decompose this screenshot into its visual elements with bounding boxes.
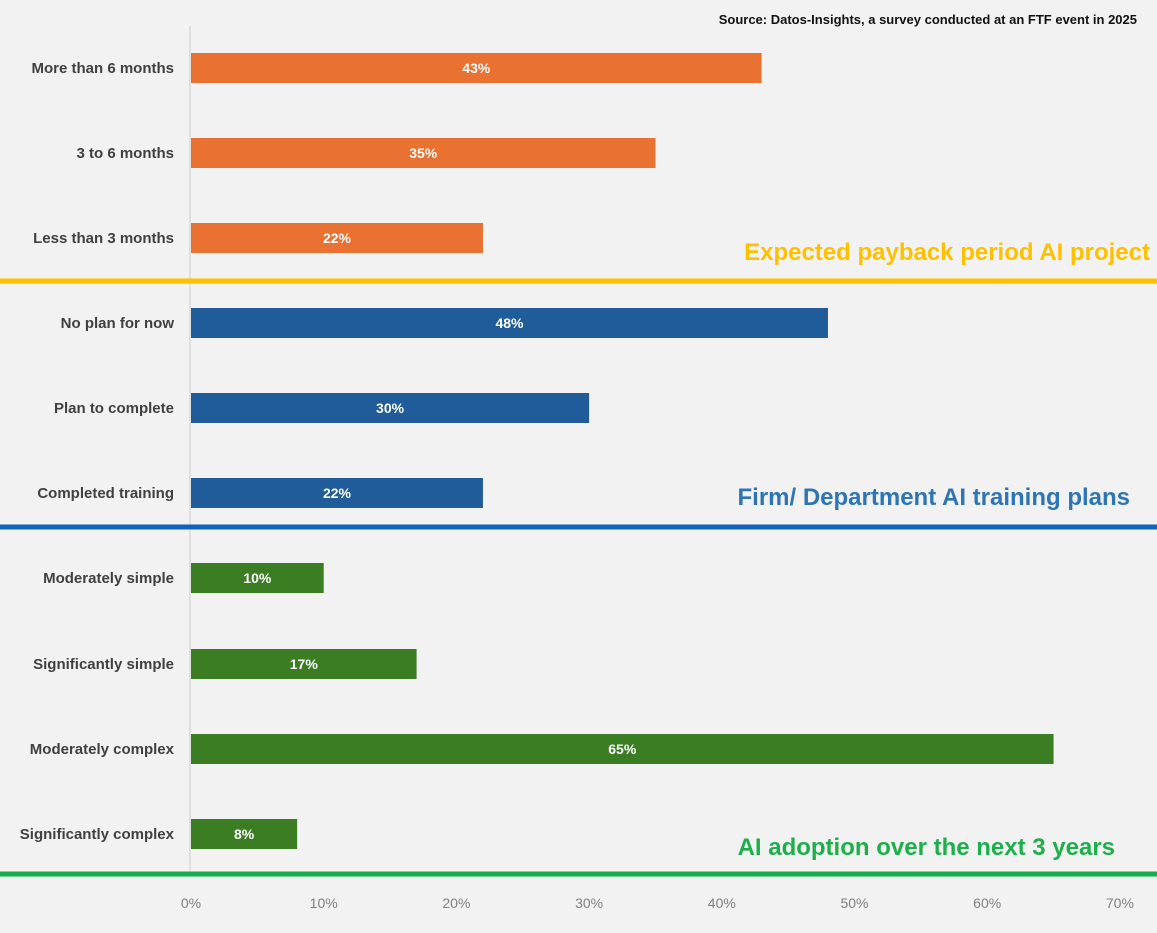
data-label: 22%	[323, 485, 352, 501]
x-tick-label: 40%	[708, 895, 736, 911]
data-label: 17%	[290, 656, 319, 672]
section-title: AI adoption over the next 3 years	[738, 834, 1115, 861]
bar	[191, 393, 590, 423]
category-label: 3 to 6 months	[76, 145, 174, 162]
section-title: Firm/ Department AI training plans	[738, 484, 1131, 511]
x-tick-label: 60%	[973, 895, 1001, 911]
x-tick-label: 0%	[181, 895, 201, 911]
x-tick-label: 50%	[840, 895, 868, 911]
data-label: 10%	[243, 570, 272, 586]
data-label: 30%	[376, 400, 405, 416]
category-label: Moderately complex	[30, 741, 175, 758]
category-label: No plan for now	[61, 315, 175, 332]
x-axis-ticks: 0% 10% 20% 30% 40% 50% 60% 70%	[181, 895, 1134, 911]
bar	[191, 223, 483, 253]
data-label: 35%	[409, 145, 438, 161]
category-label: Significantly complex	[20, 826, 175, 843]
x-tick-label: 20%	[442, 895, 470, 911]
bar	[191, 734, 1054, 764]
data-label: 8%	[234, 826, 255, 842]
x-tick-label: 30%	[575, 895, 603, 911]
bar	[191, 53, 762, 83]
category-label: Significantly simple	[33, 656, 174, 673]
bar	[191, 649, 417, 679]
bar	[191, 308, 828, 338]
source-note: Source: Datos-Insights, a survey conduct…	[719, 12, 1137, 27]
bar	[191, 563, 324, 593]
data-label: 65%	[608, 741, 637, 757]
category-label: Less than 3 months	[33, 230, 174, 247]
data-label: 43%	[462, 60, 491, 76]
section-divider	[0, 278, 1157, 284]
section-divider	[0, 524, 1157, 530]
category-label: Plan to complete	[54, 400, 174, 417]
chart-marks: More than 6 months 43% 3 to 6 months 35% Les…	[0, 53, 1157, 877]
bar	[191, 138, 656, 168]
category-label: More than 6 months	[31, 60, 174, 77]
x-tick-label: 70%	[1106, 895, 1134, 911]
category-label: Completed training	[37, 485, 174, 502]
bar	[191, 478, 483, 508]
section-title: Expected payback period AI project	[744, 239, 1150, 266]
section-divider	[0, 871, 1157, 877]
x-tick-label: 10%	[310, 895, 338, 911]
category-label: Moderately simple	[43, 570, 174, 587]
data-label: 22%	[323, 230, 352, 246]
bar	[191, 819, 298, 849]
data-label: 48%	[495, 315, 524, 331]
